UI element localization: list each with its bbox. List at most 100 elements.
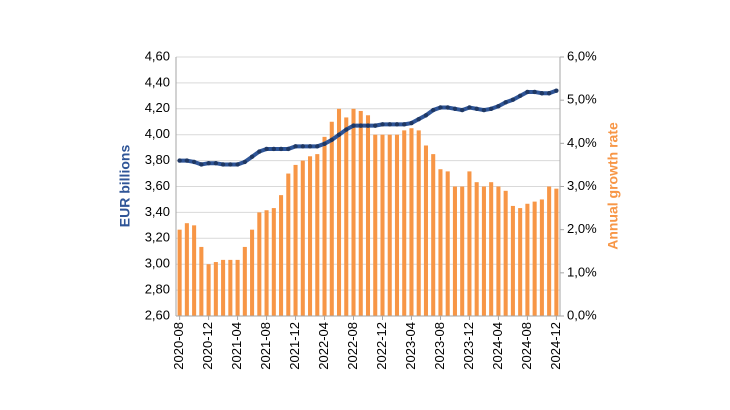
bar [431,154,436,316]
y-tick-label: 3,20 [145,230,170,245]
bar [423,145,428,316]
line-marker [191,159,197,165]
line-marker [532,89,537,95]
bar [554,188,559,316]
x-tick-label: 2023-12 [461,322,476,370]
y-tick-label: 4,60 [145,48,170,63]
x-tick-label: 2021-04 [229,322,244,370]
x-tick-label: 2024-08 [519,322,534,370]
line-marker [438,105,443,110]
line-marker [503,100,508,105]
bar [322,136,327,316]
bar [387,134,392,316]
y-tick-label: 4,40 [145,74,170,89]
line-marker [235,162,240,167]
line-marker [358,123,363,128]
bar [547,186,552,316]
line-marker [423,113,429,118]
line-marker [351,123,356,128]
bar [503,190,508,316]
y2-tick-label: 3,0% [567,178,597,193]
line-marker [525,89,530,95]
line-marker [380,122,385,127]
bar [199,246,204,316]
line-marker [387,122,392,127]
bar [467,171,472,316]
bar [445,171,450,316]
line-marker [539,91,545,96]
bar [336,108,342,316]
line-marker [394,122,400,127]
bar [257,212,262,316]
y-tick-label: 4,20 [145,100,170,115]
bar [293,164,298,316]
line-marker [365,123,371,128]
line-marker [459,107,465,113]
bar [518,208,523,316]
line-marker [431,107,436,113]
line-marker [496,104,501,109]
bar [242,246,247,316]
line-marker [554,88,559,93]
line-marker [467,105,472,110]
x-tick-label: 2023-08 [432,322,447,370]
y2-tick-label: 6,0% [567,48,597,63]
line-marker [271,146,277,152]
bar [460,186,465,316]
bar [213,262,218,316]
bar [496,186,501,316]
bar [177,229,182,316]
bar [329,121,334,316]
x-tick-label: 2020-12 [200,322,215,370]
bar [344,117,349,316]
bar [416,130,421,316]
line-marker [373,123,378,128]
bar [358,110,363,316]
line-marker [278,146,284,152]
y-tick-label: 3,00 [145,256,170,271]
line-marker [249,154,255,159]
y2-tick-label: 5,0% [567,92,597,107]
line-marker [546,91,552,96]
bar [192,225,197,316]
bar [221,259,226,316]
x-tick-label: 2020-08 [171,322,186,370]
line-marker [322,141,327,146]
y-tick-label: 3,40 [145,204,170,219]
x-tick-label: 2022-12 [374,322,389,370]
y-tick-label: 2,80 [145,282,170,297]
bar [373,134,378,316]
bar [452,186,457,316]
y-axis-title: EUR billions [117,145,133,228]
bar [308,156,313,316]
bar [286,173,291,316]
line-marker [409,120,414,126]
bar [489,182,494,316]
line-marker [315,144,320,149]
y-tick-label: 3,80 [145,152,170,167]
bar [271,208,276,316]
y-tick-label: 2,60 [145,307,170,322]
line-marker [329,137,334,143]
line-marker [344,127,349,132]
y-tick-label: 4,00 [145,126,170,141]
bar [250,229,255,316]
line-marker [416,116,421,122]
x-tick-label: 2024-12 [548,322,563,370]
bar [184,223,189,316]
line-marker [445,105,450,110]
line-marker [336,132,342,137]
y2-tick-label: 4,0% [567,135,597,150]
y2-tick-label: 2,0% [567,221,597,236]
x-tick-label: 2021-08 [258,322,273,370]
x-tick-label: 2024-04 [490,322,505,370]
line-marker [474,106,479,112]
bar [510,205,515,316]
bar [228,259,233,316]
bar [380,134,385,316]
line-marker [213,160,219,166]
bar [279,195,284,316]
line-marker [199,162,204,167]
x-tick-label: 2023-04 [403,322,418,370]
